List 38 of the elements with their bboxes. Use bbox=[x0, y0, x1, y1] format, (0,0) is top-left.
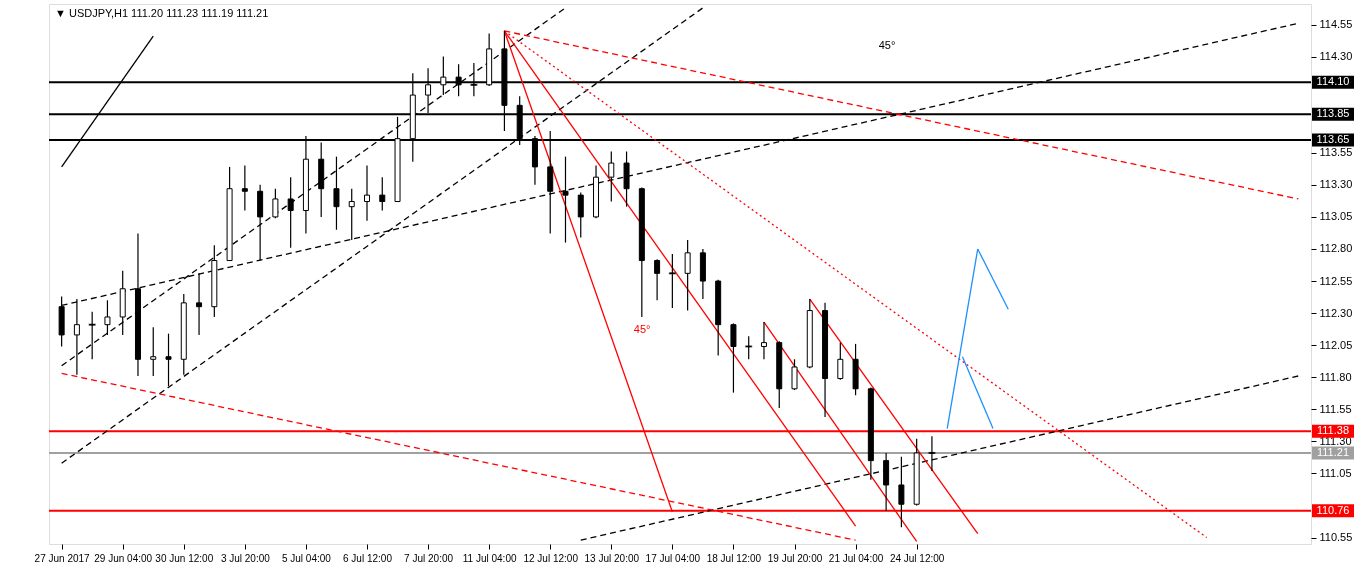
y-tick-label: 113.30 bbox=[1319, 178, 1353, 191]
y-tick-label: 113.55 bbox=[1319, 146, 1353, 159]
x-tick-label: 7 Jul 20:00 bbox=[404, 552, 454, 564]
x-tick-label: 11 Jul 04:00 bbox=[462, 552, 517, 564]
x-tick-label: 3 Jul 20:00 bbox=[220, 552, 271, 564]
y-tick-label: 111.30 bbox=[1319, 434, 1352, 447]
ref-line-label: 111.38 bbox=[1316, 424, 1350, 437]
y-tick-label: 112.55 bbox=[1319, 274, 1353, 287]
ref-line-label: 110.76 bbox=[1316, 503, 1350, 516]
x-tick-label: 19 Jul 20:00 bbox=[767, 552, 823, 564]
x-tick-label: 27 Jun 2017 bbox=[34, 552, 91, 564]
x-tick-label: 12 Jul 12:00 bbox=[523, 552, 579, 564]
ref-line-label: 113.85 bbox=[1316, 107, 1350, 120]
y-tick-label: 111.55 bbox=[1319, 402, 1352, 415]
chart-title: ▼ USDJPY,H1 111.20 111.23 111.19 111.21 bbox=[55, 7, 269, 19]
x-tick-label: 30 Jun 12:00 bbox=[155, 552, 214, 564]
y-tick-label: 112.30 bbox=[1319, 306, 1353, 319]
x-tick-label: 13 Jul 20:00 bbox=[584, 552, 640, 564]
y-tick-label: 113.05 bbox=[1319, 210, 1353, 223]
x-tick-label: 6 Jul 12:00 bbox=[343, 552, 393, 564]
ref-line-label: 114.10 bbox=[1316, 75, 1350, 88]
y-tick-label: 111.80 bbox=[1319, 370, 1352, 383]
y-tick-label: 111.05 bbox=[1319, 466, 1352, 479]
x-tick-label: 29 Jun 04:00 bbox=[94, 552, 153, 564]
x-tick-label: 5 Jul 04:00 bbox=[281, 552, 332, 564]
ref-line-label: 111.21 bbox=[1316, 445, 1350, 458]
y-tick-label: 114.30 bbox=[1319, 50, 1353, 63]
y-tick-label: 112.80 bbox=[1319, 242, 1353, 255]
x-tick-label: 17 Jul 04:00 bbox=[645, 552, 701, 564]
annotation: 45° bbox=[633, 323, 651, 335]
y-tick-label: 112.05 bbox=[1319, 338, 1353, 351]
y-tick-label: 114.55 bbox=[1319, 18, 1353, 31]
x-tick-label: 18 Jul 12:00 bbox=[706, 552, 762, 564]
y-tick-label: 110.55 bbox=[1319, 531, 1353, 544]
x-tick-label: 24 Jul 12:00 bbox=[889, 552, 945, 564]
ref-line-label: 113.65 bbox=[1316, 132, 1350, 145]
x-tick-label: 21 Jul 04:00 bbox=[828, 552, 884, 564]
annotation: 45° bbox=[878, 39, 896, 51]
